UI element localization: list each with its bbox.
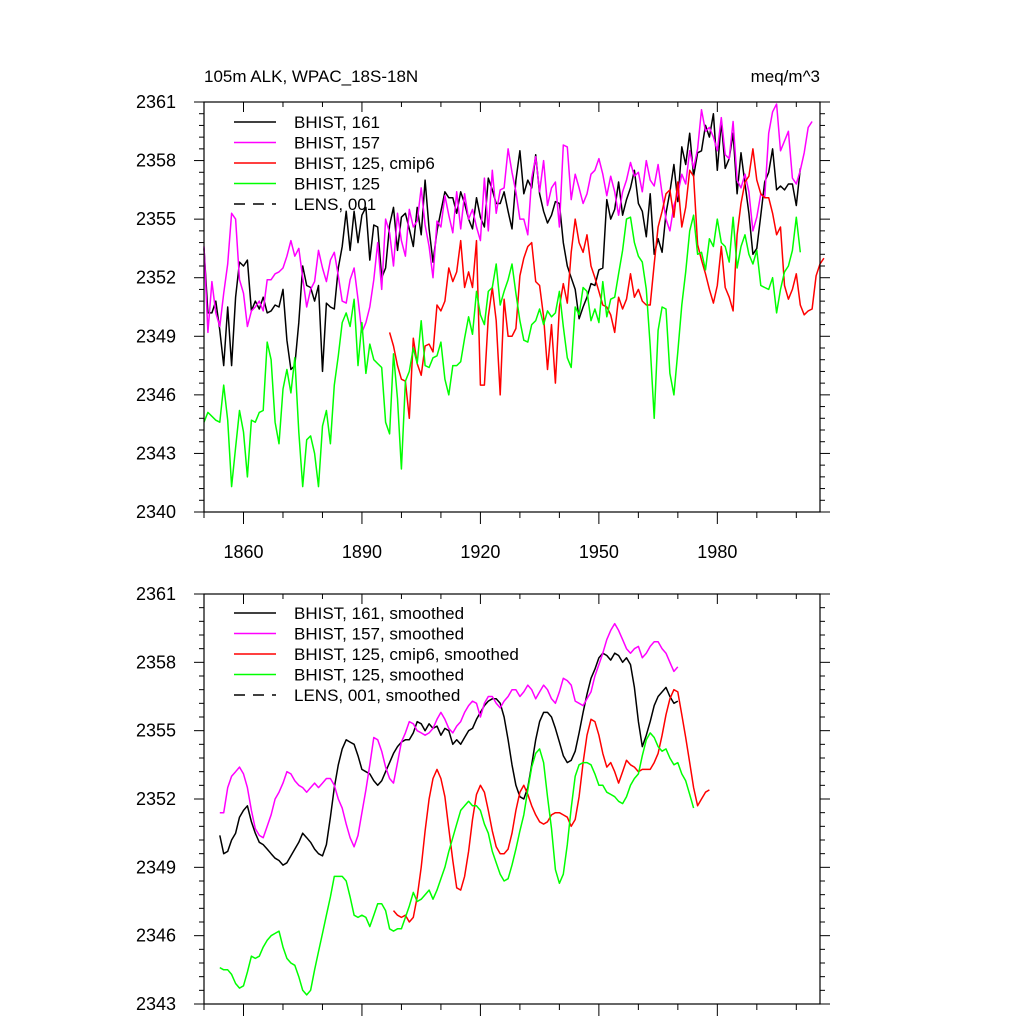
top-legend-label: BHIST, 125, cmip6 [294,154,435,173]
bottom-ytick-label: 2349 [136,857,176,877]
bottom-ytick-label: 2343 [136,994,176,1014]
bottom-axes: 2343 2346 2349 2352 2355 2358 2361 [136,584,830,1016]
bottom-series-group [219,622,710,996]
bottom-legend-label: BHIST, 157, smoothed [294,625,464,644]
bottom-ytick-label: 2346 [136,926,176,946]
top-ytick-label: 2355 [136,209,176,229]
top-legend-label: BHIST, 157 [294,134,380,153]
top-ytick-label: 2343 [136,443,176,463]
bottom-plot-frame [203,593,821,1005]
top-legend-label: BHIST, 125 [294,175,380,194]
top-ytick-label: 2346 [136,385,176,405]
bottom-ytick-label: 2358 [136,652,176,672]
top-xtick-label: 1890 [342,542,382,562]
top-series-bhist-125-cmip6 [388,148,825,420]
top-series-bhist-161 [203,112,802,373]
bottom-legend-label: BHIST, 125, smoothed [294,666,464,685]
top-xtick-label: 1980 [697,542,737,562]
top-ytick-label: 2361 [136,92,176,112]
bottom-series-bhist-125-smoothed [219,732,695,996]
bottom-legend-label: BHIST, 161, smoothed [294,604,464,623]
bottom-legend-label: BHIST, 125, cmip6, smoothed [294,645,519,664]
top-xtick-label: 1950 [579,542,619,562]
top-series-bhist-125 [203,214,802,488]
top-plot-frame [203,101,821,513]
top-legend-label: LENS, 001 [294,195,376,214]
top-series-bhist-157 [203,103,813,334]
bottom-ytick-label: 2355 [136,721,176,741]
top-panel-units: meq/m^3 [751,67,820,86]
bottom-ytick-label: 2361 [136,584,176,604]
top-panel-title: 105m ALK, WPAC_18S-18N [204,67,418,86]
top-axes: 2340 2343 2346 2349 2352 2355 2358 2361 1860 1890… [136,92,830,562]
top-xtick-label: 1860 [223,542,263,562]
top-legend-label: BHIST, 161 [294,113,380,132]
top-ytick-label: 2352 [136,268,176,288]
bottom-series-bhist-157-smoothed [219,622,679,848]
bottom-series-bhist-125-cmip6-smoothed [392,688,710,923]
bottom-ytick-label: 2352 [136,789,176,809]
bottom-legend: BHIST, 161, smoothed BHIST, 157, smoothed… [234,604,519,705]
top-panel: 105m ALK, WPAC_18S-18N meq/m^3 234023432… [136,67,830,562]
top-ytick-label: 2358 [136,151,176,171]
bottom-panel: 2343 2346 2349 2352 2355 2358 2361 BHIST, 161,… [136,584,830,1016]
top-series-group [203,103,825,488]
top-xtick-label: 1920 [460,542,500,562]
top-ytick-label: 2349 [136,326,176,346]
top-ytick-label: 2340 [136,502,176,522]
bottom-legend-label: LENS, 001, smoothed [294,686,460,705]
